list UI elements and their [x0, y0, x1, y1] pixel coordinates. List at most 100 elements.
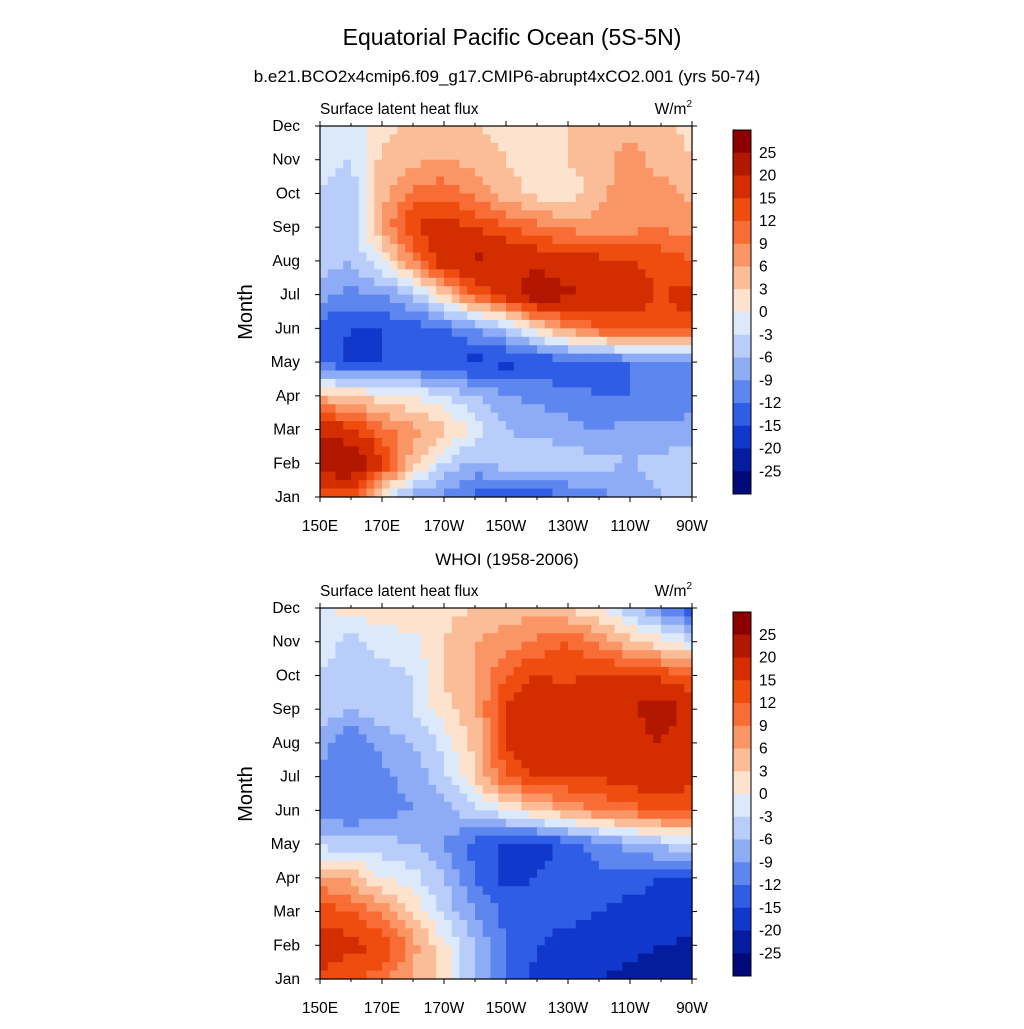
heatmap-cell — [568, 488, 577, 498]
heatmap-cell — [482, 919, 492, 930]
heatmap-cell — [521, 319, 530, 329]
heatmap-cell — [506, 793, 515, 803]
heatmap-cell — [451, 387, 461, 397]
heatmap-cell — [482, 252, 492, 262]
heatmap-cell — [436, 480, 445, 490]
heatmap-cell — [575, 454, 585, 464]
heatmap-cell — [335, 835, 344, 845]
heatmap-cell — [591, 463, 600, 473]
heatmap-cell — [622, 463, 631, 473]
heatmap-cell — [444, 700, 453, 710]
heatmap-cell — [482, 277, 492, 287]
heatmap-cell — [397, 945, 406, 955]
heatmap-cell — [560, 624, 569, 634]
heatmap-cell — [351, 244, 360, 254]
heatmap-cell — [637, 446, 647, 456]
heatmap-cell — [405, 311, 414, 321]
heatmap-cell — [490, 616, 499, 626]
heatmap-cell — [599, 970, 608, 980]
heatmap-cell — [459, 488, 468, 498]
heatmap-cell — [413, 962, 422, 972]
heatmap-cell — [599, 709, 608, 719]
heatmap-cell — [420, 210, 430, 220]
heatmap-cell — [560, 437, 569, 448]
heatmap-cell — [389, 675, 399, 685]
heatmap-cell — [645, 869, 654, 879]
heatmap-cell — [630, 269, 639, 279]
heatmap-cell — [606, 134, 616, 144]
heatmap-cell — [653, 818, 662, 828]
heatmap-cell — [382, 227, 391, 237]
heatmap-cell — [405, 437, 414, 448]
heatmap-cell — [389, 641, 399, 651]
heatmap-cell — [475, 294, 484, 304]
heatmap-cell — [506, 827, 515, 837]
heatmap-cell — [451, 751, 461, 761]
heatmap-cell — [420, 709, 430, 719]
heatmap-cell — [320, 176, 329, 186]
heatmap-cell — [606, 269, 616, 279]
heatmap-cell — [420, 387, 430, 397]
heatmap-cell — [459, 903, 468, 913]
heatmap-cell — [583, 692, 592, 702]
heatmap-cell — [645, 894, 654, 904]
heatmap-cell — [444, 608, 453, 618]
heatmap-cell — [630, 378, 639, 388]
heatmap-cell — [389, 159, 399, 169]
heatmap-cell — [320, 395, 329, 405]
heatmap-cell — [382, 454, 391, 464]
heatmap-cell — [668, 286, 678, 296]
heatmap-cell — [552, 387, 561, 397]
heatmap-cell — [420, 126, 430, 136]
heatmap-cell — [606, 683, 616, 693]
heatmap-cell — [335, 675, 344, 685]
heatmap-cell — [436, 894, 445, 904]
heatmap-cell — [637, 311, 647, 321]
colorbar-label: 15 — [759, 190, 776, 207]
heatmap-cell — [676, 168, 685, 178]
heatmap-cell — [684, 463, 693, 473]
heatmap-cell — [637, 860, 647, 870]
heatmap-cell — [560, 378, 569, 388]
heatmap-cell — [630, 709, 639, 719]
heatmap-cell — [537, 480, 546, 490]
heatmap-cell — [413, 759, 422, 769]
heatmap-cell — [544, 928, 554, 938]
heatmap-cell — [653, 776, 662, 786]
heatmap-cell — [374, 844, 383, 854]
heatmap-cell — [397, 362, 406, 372]
heatmap-cell — [420, 454, 430, 464]
heatmap-cell — [389, 286, 399, 296]
heatmap-cell — [591, 168, 600, 178]
heatmap-cell — [413, 827, 422, 837]
heatmap-cell — [467, 667, 476, 677]
heatmap-cell — [614, 768, 623, 778]
heatmap-cell — [459, 844, 468, 854]
heatmap-cell — [537, 911, 546, 921]
heatmap-cell — [583, 210, 592, 220]
heatmap-cell — [529, 869, 538, 879]
heatmap-cell — [343, 928, 352, 938]
heatmap-cell — [335, 463, 344, 473]
heatmap-cell — [490, 709, 499, 719]
heatmap-cell — [413, 126, 422, 136]
heatmap-cell — [397, 142, 406, 152]
heatmap-cell — [606, 759, 616, 769]
heatmap-cell — [668, 633, 678, 643]
heatmap-cell — [622, 911, 631, 921]
heatmap-cell — [498, 616, 507, 626]
heatmap-cell — [630, 454, 639, 464]
heatmap-cell — [382, 260, 391, 270]
heatmap-cell — [397, 970, 406, 980]
heatmap-cell — [490, 658, 499, 668]
heatmap-cell — [653, 692, 662, 702]
heatmap-cell — [575, 877, 585, 887]
heatmap-cell — [552, 852, 561, 862]
heatmap-cell — [630, 176, 639, 186]
heatmap-cell — [575, 311, 585, 321]
heatmap-cell — [645, 616, 654, 626]
heatmap-cell — [560, 126, 569, 136]
colorbar-label: -25 — [759, 945, 781, 962]
heatmap-cell — [405, 776, 414, 786]
heatmap-cell — [506, 717, 515, 727]
